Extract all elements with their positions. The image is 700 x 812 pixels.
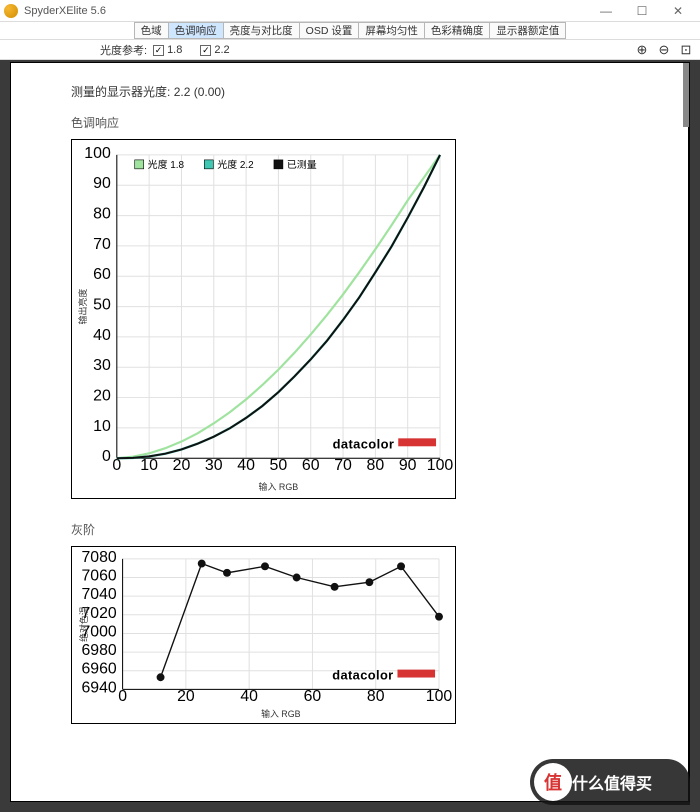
zoom-fit-icon[interactable]: ⊡: [678, 42, 694, 58]
tab-1[interactable]: 色调响应: [168, 22, 223, 39]
svg-text:50: 50: [270, 457, 288, 474]
svg-text:7080: 7080: [81, 549, 116, 566]
svg-text:10: 10: [93, 418, 111, 435]
svg-text:80: 80: [93, 206, 111, 223]
titlebar: SpyderXElite 5.6 — ☐ ✕: [0, 0, 700, 22]
watermark-circle: 值: [534, 763, 572, 801]
svg-text:30: 30: [205, 457, 223, 474]
tab-0[interactable]: 色域: [134, 22, 168, 39]
svg-text:60: 60: [302, 457, 320, 474]
svg-text:6960: 6960: [81, 661, 116, 678]
svg-text:20: 20: [177, 688, 195, 705]
svg-text:datacolor: datacolor: [333, 436, 395, 451]
tab-4[interactable]: 屏幕均匀性: [358, 22, 424, 39]
tab-3[interactable]: OSD 设置: [299, 22, 359, 39]
reference-bar: 光度参考: ✓1.8✓2.2 ⊕ ⊖ ⊡: [0, 40, 700, 60]
svg-text:90: 90: [399, 457, 417, 474]
svg-text:0: 0: [102, 448, 111, 465]
scrollbar-thumb[interactable]: [683, 63, 689, 127]
ref-checkbox-1.8[interactable]: ✓: [153, 45, 164, 56]
svg-text:70: 70: [334, 457, 352, 474]
svg-text:10: 10: [140, 457, 158, 474]
reference-label: 光度参考:: [100, 42, 147, 58]
svg-text:40: 40: [237, 457, 255, 474]
svg-text:0: 0: [118, 688, 127, 705]
svg-text:光度 2.2: 光度 2.2: [217, 158, 254, 171]
svg-text:光度 1.8: 光度 1.8: [148, 158, 185, 171]
tone-section-title: 色调响应: [71, 114, 638, 131]
svg-text:6980: 6980: [81, 642, 116, 659]
svg-text:50: 50: [93, 297, 111, 314]
svg-text:20: 20: [173, 457, 191, 474]
svg-text:40: 40: [93, 327, 111, 344]
minimize-button[interactable]: —: [588, 4, 624, 18]
svg-text:30: 30: [93, 357, 111, 374]
svg-text:100: 100: [427, 457, 454, 474]
ref-value-1.8: 1.8: [167, 44, 182, 56]
svg-text:100: 100: [426, 688, 453, 705]
content-viewport: 测量的显示器光度: 2.2 (0.00) 色调响应 0 10 20 30 40 50 60 7…: [10, 62, 690, 802]
tab-strip: 色域色调响应亮度与对比度OSD 设置屏幕均匀性色彩精确度显示器额定值: [0, 22, 700, 40]
svg-text:datacolor: datacolor: [332, 667, 393, 682]
svg-text:100: 100: [84, 145, 111, 162]
gray-chart-svg: 0204060801006940696069807000702070407060…: [72, 547, 455, 723]
maximize-button[interactable]: ☐: [624, 4, 660, 18]
svg-text:已测量: 已测量: [287, 158, 317, 171]
tab-6[interactable]: 显示器额定值: [489, 22, 566, 39]
svg-text:绝对色温: 绝对色温: [78, 606, 89, 642]
tab-2[interactable]: 亮度与对比度: [223, 22, 299, 39]
measured-label: 测量的显示器光度:: [71, 85, 170, 99]
tone-response-chart: 0 10 20 30 40 50 60 70 80 90 100 0 10 20 30 40 50 60 70 80 9…: [71, 139, 456, 499]
tone-chart-svg: 0 10 20 30 40 50 60 70 80 90 100 0 10 20 30 40 50 60 70 80 9…: [72, 140, 455, 498]
svg-text:70: 70: [93, 236, 111, 253]
grayscale-chart: 0204060801006940696069807000702070407060…: [71, 546, 456, 724]
svg-text:输入 RGB: 输入 RGB: [261, 708, 301, 719]
svg-text:80: 80: [367, 457, 385, 474]
svg-text:输入 RGB: 输入 RGB: [259, 481, 299, 492]
measured-value: 2.2 (0.00): [174, 85, 225, 99]
ref-value-2.2: 2.2: [214, 44, 229, 56]
svg-text:0: 0: [112, 457, 121, 474]
svg-text:90: 90: [93, 175, 111, 192]
svg-text:7040: 7040: [81, 586, 116, 603]
svg-text:60: 60: [93, 266, 111, 283]
close-button[interactable]: ✕: [660, 4, 696, 18]
svg-text:40: 40: [240, 688, 258, 705]
window-title: SpyderXElite 5.6: [24, 5, 106, 17]
svg-text:20: 20: [93, 388, 111, 405]
svg-text:6940: 6940: [81, 679, 116, 696]
gray-section-title: 灰阶: [71, 521, 638, 538]
svg-text:60: 60: [304, 688, 322, 705]
svg-text:80: 80: [367, 688, 385, 705]
svg-text:输出亮度: 输出亮度: [77, 289, 88, 325]
zoom-in-icon[interactable]: ⊕: [634, 42, 650, 58]
watermark-text: 什么值得买: [572, 770, 652, 794]
measured-gamma-line: 测量的显示器光度: 2.2 (0.00): [71, 83, 638, 100]
zoom-out-icon[interactable]: ⊖: [656, 42, 672, 58]
tab-5[interactable]: 色彩精确度: [424, 22, 490, 39]
watermark: 值 什么值得买: [530, 759, 690, 805]
app-icon: [4, 4, 18, 18]
svg-text:7060: 7060: [81, 567, 116, 584]
ref-checkbox-2.2[interactable]: ✓: [200, 45, 211, 56]
